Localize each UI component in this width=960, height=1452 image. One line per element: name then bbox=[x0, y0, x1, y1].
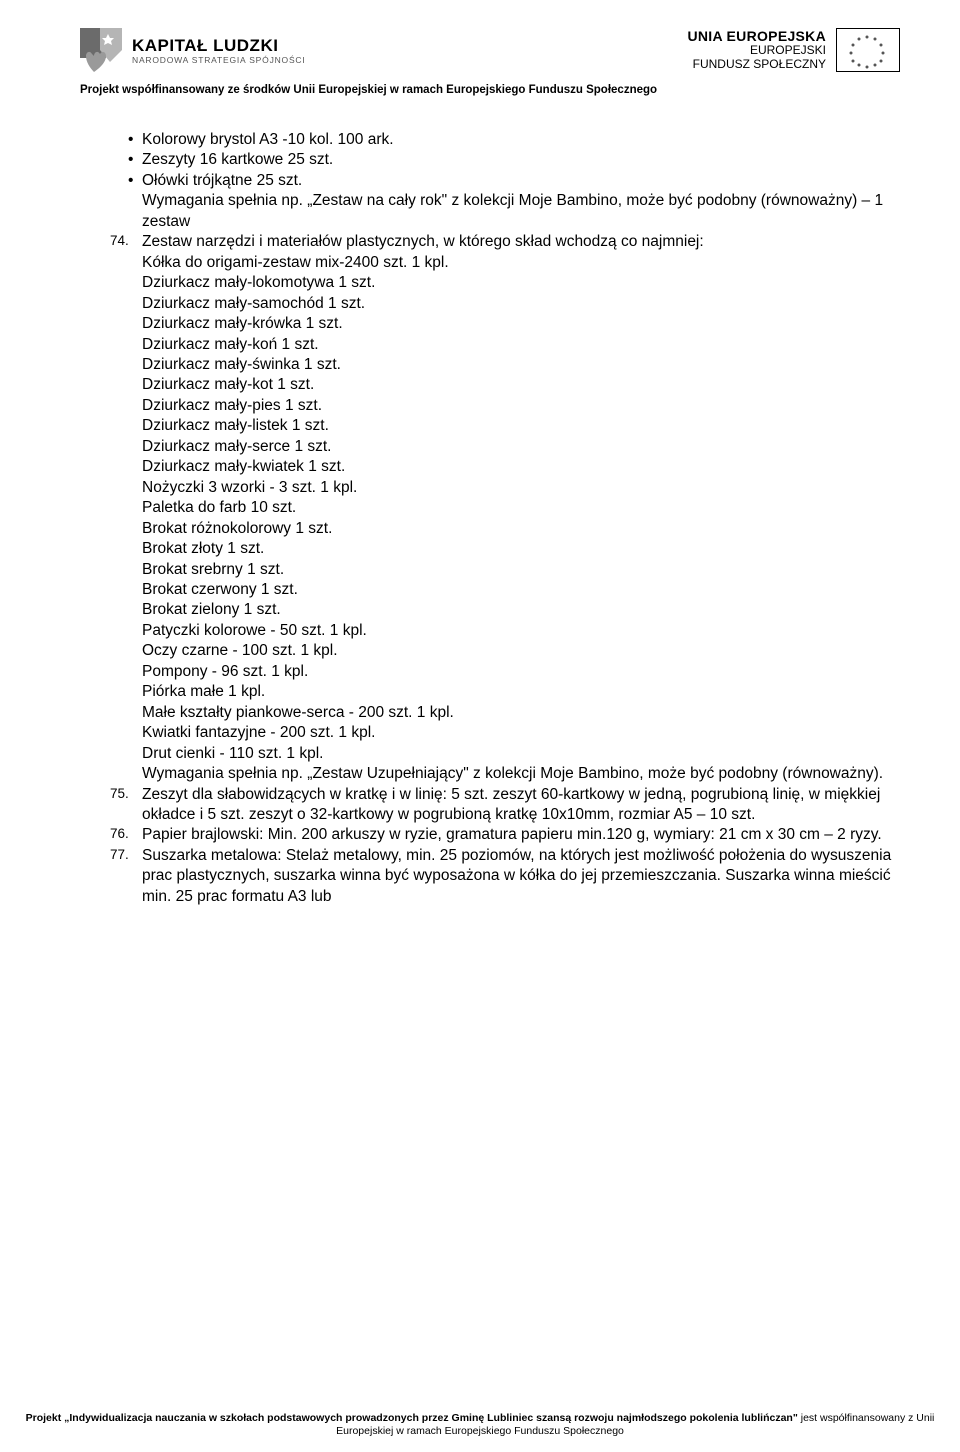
kapital-ludzki-text: KAPITAŁ LUDZKI NARODOWA STRATEGIA SPÓJNO… bbox=[132, 36, 306, 65]
item74-line: Dziurkacz mały-koń 1 szt. bbox=[142, 335, 900, 355]
item74-line: Nożyczki 3 wzorki - 3 szt. 1 kpl. bbox=[142, 478, 900, 498]
item74-line: Dziurkacz mały-lokomotywa 1 szt. bbox=[142, 273, 900, 293]
funding-line: Projekt współfinansowany ze środków Unii… bbox=[80, 84, 900, 96]
item74-line: Dziurkacz mały-kot 1 szt. bbox=[142, 375, 900, 395]
content: Kolorowy brystol A3 -10 kol. 100 ark. Ze… bbox=[80, 130, 900, 907]
kapital-ludzki-icon bbox=[80, 28, 122, 74]
item74-line: Dziurkacz mały-kwiatek 1 szt. bbox=[142, 457, 900, 477]
footer: Projekt „Indywidualizacja nauczania w sz… bbox=[0, 1412, 960, 1438]
bullet-block: Kolorowy brystol A3 -10 kol. 100 ark. Ze… bbox=[80, 130, 900, 232]
eu-flag-icon bbox=[836, 28, 900, 72]
item74-line: Pompony - 96 szt. 1 kpl. bbox=[142, 662, 900, 682]
bullet-item: Ołówki trójkątne 25 szt. bbox=[142, 171, 900, 191]
item74-line: Drut cienki - 110 szt. 1 kpl. bbox=[142, 744, 900, 764]
item74-line: Dziurkacz mały-krówka 1 szt. bbox=[142, 314, 900, 334]
item-number: 75. bbox=[110, 785, 129, 803]
item74-line: Paletka do farb 10 szt. bbox=[142, 498, 900, 518]
item-number: 77. bbox=[110, 846, 129, 864]
ue-line1: UNIA EUROPEJSKA bbox=[687, 28, 826, 44]
bullet-item: Kolorowy brystol A3 -10 kol. 100 ark. bbox=[142, 130, 900, 150]
ue-line3: FUNDUSZ SPOŁECZNY bbox=[687, 58, 826, 72]
item74-lead: Zestaw narzędzi i materiałów plastycznyc… bbox=[142, 233, 704, 250]
item74-line: Dziurkacz mały-listek 1 szt. bbox=[142, 416, 900, 436]
list-item-76: 76. Papier brajlowski: Min. 200 arkuszy … bbox=[80, 825, 900, 845]
item74-line: Dziurkacz mały-samochód 1 szt. bbox=[142, 294, 900, 314]
item-number: 74. bbox=[110, 232, 129, 250]
item74-line: Piórka małe 1 kpl. bbox=[142, 682, 900, 702]
item74-line: Brokat zielony 1 szt. bbox=[142, 600, 900, 620]
item74-line: Dziurkacz mały-serce 1 szt. bbox=[142, 437, 900, 457]
item76-text: Papier brajlowski: Min. 200 arkuszy w ry… bbox=[142, 826, 882, 843]
ue-line2: EUROPEJSKI bbox=[687, 44, 826, 58]
item74-line: Dziurkacz mały-pies 1 szt. bbox=[142, 396, 900, 416]
item74-line: Oczy czarne - 100 szt. 1 kpl. bbox=[142, 641, 900, 661]
ue-text: UNIA EUROPEJSKA EUROPEJSKI FUNDUSZ SPOŁE… bbox=[687, 28, 826, 72]
logo-kapital-ludzki: KAPITAŁ LUDZKI NARODOWA STRATEGIA SPÓJNO… bbox=[80, 28, 306, 74]
item74-line: Wymagania spełnia np. „Zestaw Uzupełniaj… bbox=[142, 764, 900, 784]
item75-text: Zeszyt dla słabowidzących w kratkę i w l… bbox=[142, 786, 880, 823]
item74-line: Małe kształty piankowe-serca - 200 szt. … bbox=[142, 703, 900, 723]
list-item-74: 74. Zestaw narzędzi i materiałów plastyc… bbox=[80, 232, 900, 784]
item74-line: Dziurkacz mały-świnka 1 szt. bbox=[142, 355, 900, 375]
item74-line: Brokat złoty 1 szt. bbox=[142, 539, 900, 559]
item74-line: Brokat srebrny 1 szt. bbox=[142, 560, 900, 580]
header: KAPITAŁ LUDZKI NARODOWA STRATEGIA SPÓJNO… bbox=[80, 28, 900, 74]
item77-text: Suszarka metalowa: Stelaż metalowy, min.… bbox=[142, 847, 891, 905]
page: KAPITAŁ LUDZKI NARODOWA STRATEGIA SPÓJNO… bbox=[0, 0, 960, 1452]
list-item-75: 75. Zeszyt dla słabowidzących w kratkę i… bbox=[80, 785, 900, 826]
kapital-line1: KAPITAŁ LUDZKI bbox=[132, 36, 306, 56]
item74-line: Kółka do origami-zestaw mix-2400 szt. 1 … bbox=[142, 253, 900, 273]
bullet-item: Zeszyty 16 kartkowe 25 szt. bbox=[142, 150, 900, 170]
bullet-tail: Wymagania spełnia np. „Zestaw na cały ro… bbox=[142, 191, 900, 232]
logo-unia-europejska: UNIA EUROPEJSKA EUROPEJSKI FUNDUSZ SPOŁE… bbox=[687, 28, 900, 72]
list-item-77: 77. Suszarka metalowa: Stelaż metalowy, … bbox=[80, 846, 900, 907]
item74-line: Brokat czerwony 1 szt. bbox=[142, 580, 900, 600]
kapital-line2: NARODOWA STRATEGIA SPÓJNOŚCI bbox=[132, 56, 306, 66]
item74-line: Brokat różnokolorowy 1 szt. bbox=[142, 519, 900, 539]
item-number: 76. bbox=[110, 825, 129, 843]
item74-line: Patyczki kolorowe - 50 szt. 1 kpl. bbox=[142, 621, 900, 641]
footer-bold: Projekt „Indywidualizacja nauczania w sz… bbox=[26, 1412, 798, 1424]
item74-line: Kwiatki fantazyjne - 200 szt. 1 kpl. bbox=[142, 723, 900, 743]
